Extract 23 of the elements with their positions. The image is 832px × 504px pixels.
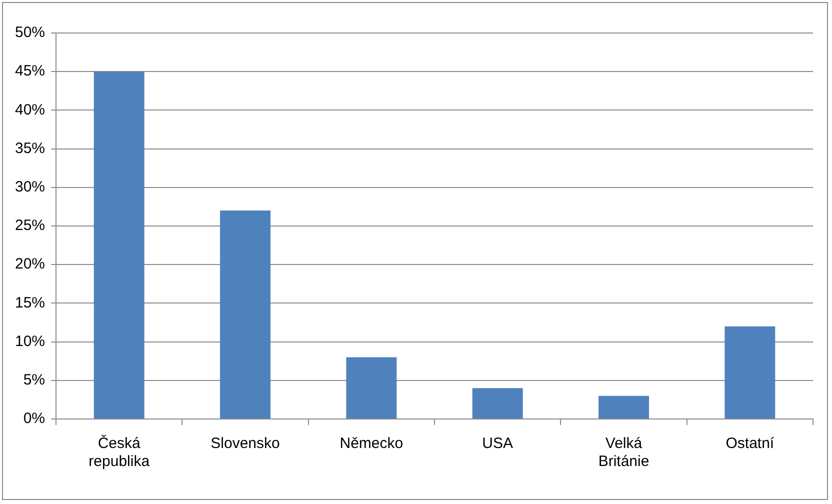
y-tick-label: 30%: [14, 178, 46, 196]
y-tick-label: 40%: [14, 101, 46, 118]
y-tick-label: 15%: [14, 294, 46, 312]
bar: [472, 388, 523, 418]
y-tick-label: 0%: [23, 410, 46, 428]
x-tick-label: USA: [482, 435, 514, 452]
x-tick-label: Německo: [340, 435, 404, 452]
y-tick-label: 5%: [23, 372, 46, 389]
y-tick-label: 20%: [14, 256, 46, 273]
x-tick-label: Velká Británie: [598, 435, 650, 470]
bar: [724, 326, 776, 418]
x-tick-label: Česká republika: [88, 434, 150, 470]
y-tick-label: 35%: [14, 140, 46, 157]
y-tick-label: 45%: [14, 62, 46, 80]
bar: [598, 396, 649, 418]
y-tick-label: 25%: [14, 217, 46, 234]
y-tick-label: 10%: [14, 332, 46, 350]
x-tick-label: Slovensko: [210, 435, 280, 452]
y-tick-label: 50%: [14, 24, 46, 42]
x-tick-label: Ostatní: [726, 435, 775, 452]
bar: [94, 72, 144, 418]
bar: [346, 357, 397, 418]
bar: [220, 210, 270, 418]
